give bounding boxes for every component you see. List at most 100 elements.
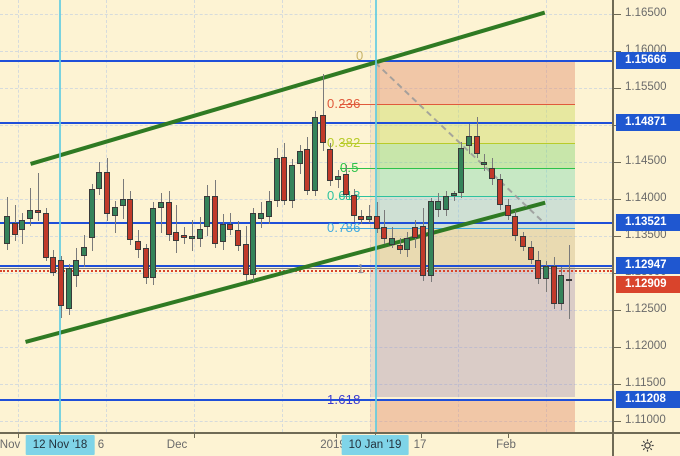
- candle-body: [50, 256, 57, 274]
- candle-wick: [176, 205, 178, 253]
- candle-body: [296, 150, 303, 164]
- candle-body: [150, 208, 157, 279]
- fib-zone-below-1618: [376, 400, 575, 432]
- candle-body: [188, 236, 195, 240]
- crosshair-vertical-nov: [59, 0, 61, 432]
- price-tick-label: 1.16500: [625, 7, 667, 19]
- price-tick: [614, 384, 621, 385]
- sr-line-114871: [0, 122, 612, 124]
- candle-body: [196, 228, 203, 239]
- candle-body: [527, 246, 534, 260]
- gear-icon[interactable]: [640, 438, 655, 453]
- time-badge-10-jan-19[interactable]: 10 Jan '19: [341, 435, 409, 455]
- gridline-vertical: [18, 0, 19, 432]
- candle-body: [204, 196, 211, 228]
- candle-body: [173, 231, 180, 241]
- candle-body: [535, 259, 542, 280]
- price-badge-114871[interactable]: 1.14871: [616, 114, 680, 131]
- candle-body: [281, 156, 288, 201]
- candle-body: [558, 274, 565, 305]
- candle-body: [104, 172, 111, 215]
- gridline-horizontal: [0, 384, 612, 385]
- time-label-6: 6: [97, 439, 105, 451]
- candle-body: [242, 243, 249, 275]
- sr-line-111208: [0, 399, 612, 401]
- candle-body: [27, 209, 34, 219]
- candle-body: [358, 215, 365, 221]
- candle-body: [342, 174, 349, 195]
- gridline-horizontal: [0, 14, 612, 15]
- candle-wick: [368, 205, 370, 223]
- candle-body: [312, 116, 318, 191]
- candle-body: [19, 220, 26, 231]
- time-axis[interactable]: Nov 6 Dec 2019 17 Feb 12 Nov '18 10 Jan …: [0, 432, 612, 456]
- candle-body: [73, 259, 80, 277]
- candle-body: [181, 234, 188, 238]
- candle-body: [11, 223, 18, 235]
- candle-body: [42, 213, 49, 258]
- sr-line-115666: [0, 60, 612, 62]
- time-label-2019: 2019: [320, 439, 346, 451]
- price-axis[interactable]: 1.16500 1.16000 1.15500 1.15000 1.14500 …: [612, 0, 680, 432]
- candle-body: [389, 237, 395, 246]
- candle-body: [119, 199, 126, 207]
- fib-label-0382: 0.382: [327, 135, 361, 150]
- time-badge-12-nov-18[interactable]: 12 Nov '18: [25, 435, 95, 455]
- price-badge-112947[interactable]: 1.12947: [616, 257, 680, 274]
- price-tick: [614, 310, 621, 311]
- candle-body: [381, 227, 388, 240]
- price-badge-111208[interactable]: 1.11208: [616, 391, 680, 408]
- price-badge-last-price[interactable]: 1.12909: [616, 276, 680, 293]
- candle-body: [288, 165, 295, 201]
- fib-zone-0-236: [376, 60, 575, 104]
- candle-wick: [322, 73, 324, 151]
- candle-body: [412, 227, 419, 238]
- candle-body: [142, 248, 149, 279]
- candle-body: [489, 168, 496, 179]
- fib-speed-diagonal: [374, 62, 543, 222]
- candle-body: [34, 209, 41, 214]
- candle-wick: [230, 212, 232, 235]
- candle-body: [496, 178, 503, 206]
- candle-body: [319, 115, 326, 144]
- candle-body: [566, 279, 573, 282]
- candle-body: [88, 189, 95, 238]
- chart-plot-area[interactable]: 0 0.236 0.382 0.5 0.618 0.786 1 1.618: [0, 0, 612, 432]
- candle-wick: [37, 172, 39, 221]
- candle-body: [304, 149, 311, 191]
- time-tick: [508, 434, 509, 438]
- candle-wick: [569, 245, 571, 319]
- candle-wick: [30, 187, 32, 226]
- candle-wick: [392, 227, 393, 249]
- candle-wick: [161, 193, 162, 234]
- fib-label-0500: 0.5: [340, 160, 359, 175]
- candle-body: [435, 200, 442, 210]
- candle-body: [158, 201, 164, 209]
- time-tick: [421, 434, 422, 438]
- candle-body: [473, 135, 480, 154]
- candle-body: [81, 246, 87, 256]
- candle-body: [512, 215, 519, 237]
- gridline-vertical: [194, 0, 195, 432]
- price-badge-113521[interactable]: 1.13521: [616, 214, 680, 231]
- candle-body: [466, 135, 472, 147]
- price-tick: [614, 162, 621, 163]
- candle-body: [4, 215, 10, 244]
- price-badge-115666[interactable]: 1.15666: [616, 52, 680, 69]
- time-tick: [18, 434, 19, 438]
- candle-body: [427, 200, 434, 277]
- price-tick: [614, 51, 621, 52]
- candle-body: [227, 224, 234, 231]
- candle-body: [404, 237, 411, 250]
- gridline-horizontal: [0, 310, 612, 311]
- chart-settings-cell[interactable]: [612, 432, 680, 456]
- candle-body: [211, 195, 218, 244]
- gridline-horizontal: [0, 347, 612, 348]
- candle-body: [219, 224, 226, 243]
- candle-body: [519, 236, 526, 247]
- time-tick: [336, 434, 337, 438]
- last-price-dotted-line: [0, 270, 612, 272]
- candle-body: [96, 172, 103, 190]
- candle-body: [127, 198, 134, 240]
- price-tick: [614, 199, 621, 200]
